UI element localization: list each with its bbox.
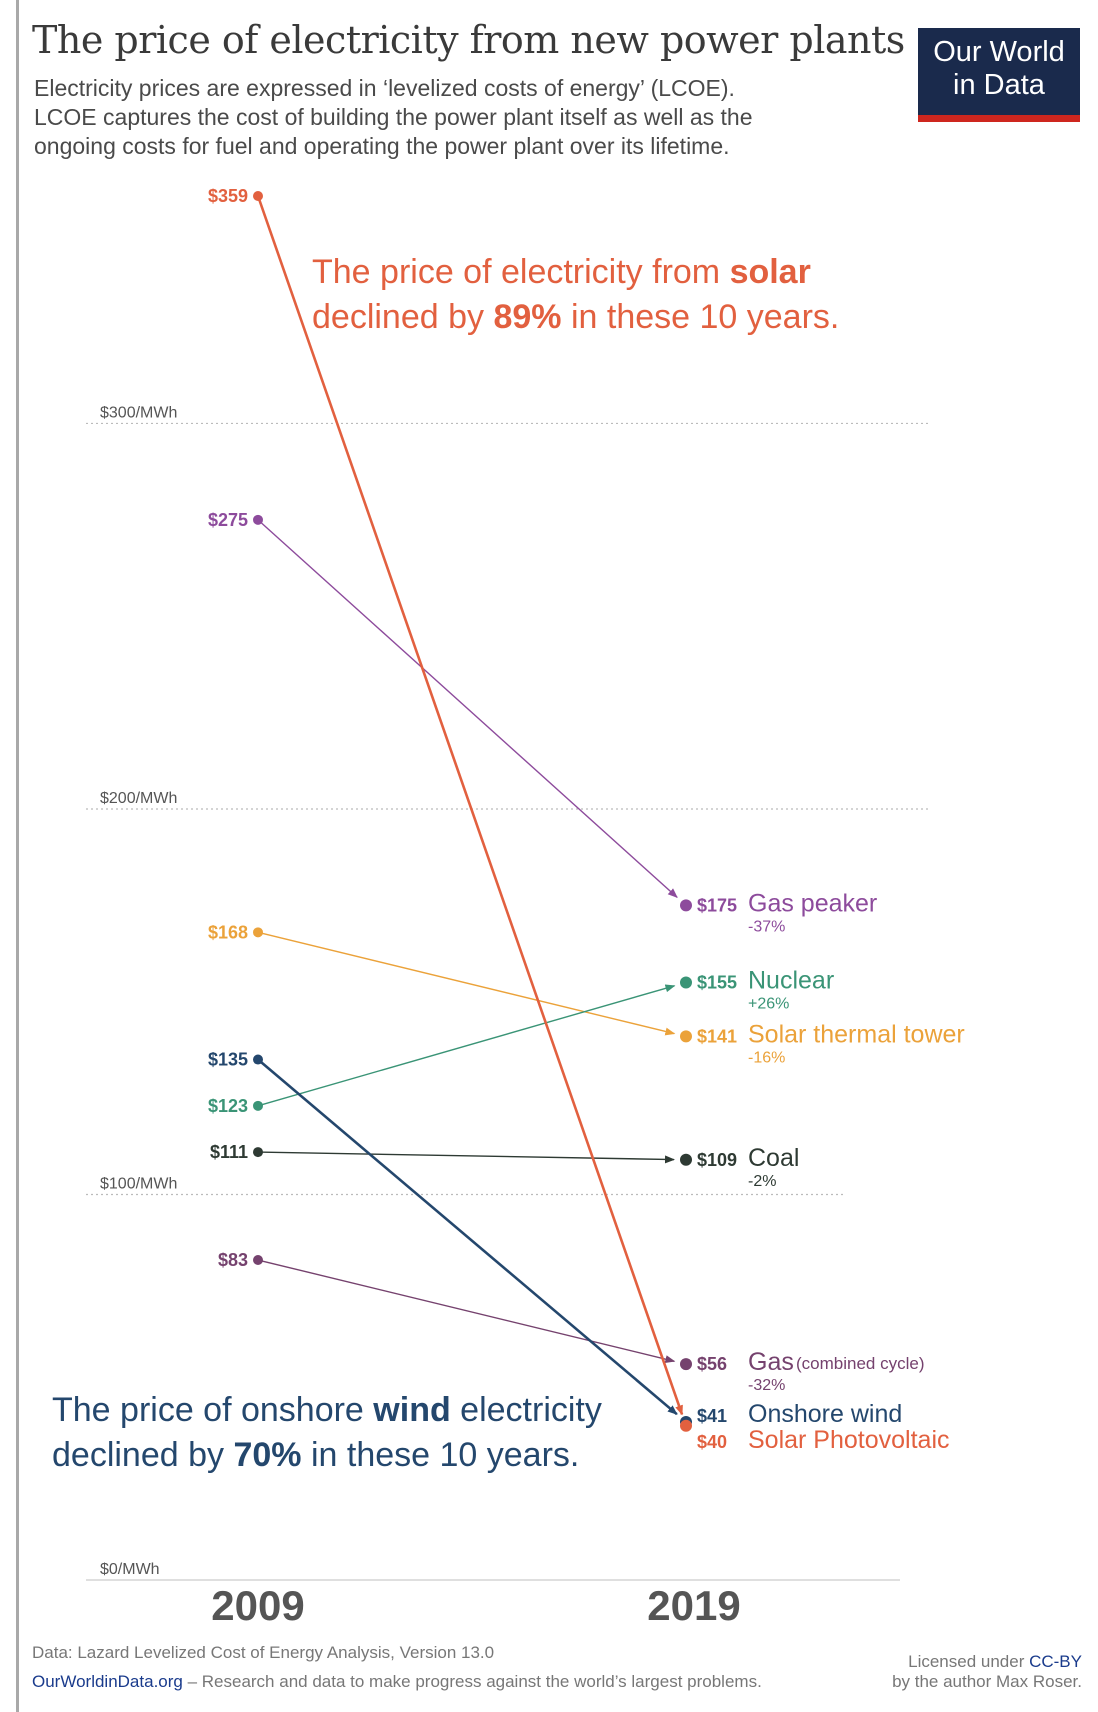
series-gas_cc: $83 $56 Gas (combined cycle) -32% xyxy=(218,1250,925,1394)
start-value-label-solar_pv: $359 xyxy=(208,186,248,206)
series-name-suffix-gas_cc: (combined cycle) xyxy=(796,1354,925,1373)
start-point-onshore_wind xyxy=(253,1054,263,1065)
start-value-label-onshore_wind: $135 xyxy=(208,1050,248,1070)
wind-annotation-line2: declined by 70% in these 10 years. xyxy=(52,1436,579,1474)
y-tick-label: $0/MWh xyxy=(100,1561,160,1578)
series-name-onshore_wind: Onshore wind xyxy=(748,1400,902,1428)
chart-title: The price of electricity from new power … xyxy=(32,18,905,62)
logo-line: in Data xyxy=(953,69,1045,101)
chart-subtitle: Electricity prices are expressed in ‘lev… xyxy=(34,74,894,161)
series-name-coal: Coal xyxy=(748,1144,799,1172)
series-line-solar_thermal xyxy=(257,931,676,1036)
end-value-label-gas_peaker: $175 xyxy=(697,895,737,915)
end-point-solar_thermal xyxy=(680,1030,692,1043)
series-onshore_wind: $135 $41 Onshore wind xyxy=(208,1050,902,1428)
wind-annotation-line1: The price of onshore wind electricity xyxy=(52,1391,602,1429)
series-coal: $111 $109 Coal-2% xyxy=(210,1142,799,1190)
end-value-label-gas_cc: $56 xyxy=(697,1354,727,1374)
owid-logo[interactable]: Our World in Data xyxy=(918,28,1080,122)
solar-annotation-line2: declined by 89% in these 10 years. xyxy=(312,298,839,336)
start-point-gas_cc xyxy=(253,1255,263,1266)
change-label-gas_peaker: -37% xyxy=(748,918,785,935)
series-gas_peaker: $275 $175 Gas peaker-37% xyxy=(208,510,877,936)
series-name-solar_thermal: Solar thermal tower xyxy=(748,1020,965,1048)
end-point-gas_peaker xyxy=(680,899,692,912)
x-tick-label-2009: 2009 xyxy=(211,1582,304,1629)
series-name-solar_pv: Solar Photovoltaic xyxy=(748,1426,950,1454)
series-line-gas_peaker xyxy=(257,519,678,898)
y-tick-label: $100/MWh xyxy=(100,1175,177,1192)
y-tick-label: $200/MWh xyxy=(100,790,177,807)
end-value-label-solar_thermal: $141 xyxy=(697,1026,737,1046)
start-point-gas_peaker xyxy=(253,514,263,525)
start-point-coal xyxy=(253,1147,263,1158)
change-label-solar_thermal: -16% xyxy=(748,1049,785,1066)
change-label-coal: -2% xyxy=(748,1173,776,1190)
start-point-solar_pv xyxy=(253,191,263,201)
license-note: Licensed under CC-BY by the author Max R… xyxy=(892,1652,1082,1692)
start-value-label-gas_cc: $83 xyxy=(218,1250,248,1270)
subtitle-line: ongoing costs for fuel and operating the… xyxy=(34,133,730,159)
end-value-label-nuclear: $155 xyxy=(697,972,737,992)
series-line-nuclear xyxy=(257,984,676,1107)
start-point-nuclear xyxy=(253,1100,263,1111)
y-tick-label: $300/MWh xyxy=(100,404,177,421)
change-label-nuclear: +26% xyxy=(748,995,789,1012)
license-text: Licensed under xyxy=(908,1652,1030,1671)
end-point-solar_pv xyxy=(680,1419,692,1432)
series-solar_pv: $359 $40 Solar Photovoltaic xyxy=(208,186,950,1454)
start-point-solar_thermal xyxy=(253,927,263,938)
change-label-gas_cc: -32% xyxy=(748,1377,785,1394)
left-border xyxy=(16,0,19,1712)
tagline-text: – Research and data to make progress aga… xyxy=(182,1672,762,1691)
end-point-coal xyxy=(680,1153,692,1166)
series-line-gas_cc xyxy=(257,1259,676,1364)
subtitle-line: Electricity prices are expressed in ‘lev… xyxy=(34,75,735,101)
start-value-label-gas_peaker: $275 xyxy=(208,510,248,530)
end-value-label-onshore_wind: $41 xyxy=(697,1406,727,1426)
series-line-coal xyxy=(257,1151,676,1164)
series-line-onshore_wind xyxy=(257,1058,678,1416)
series-name-gas_peaker: Gas peaker xyxy=(748,889,877,917)
source-note: Data: Lazard Levelized Cost of Energy An… xyxy=(32,1643,495,1662)
series-solar_thermal: $168 $141 Solar thermal tower-16% xyxy=(208,922,965,1066)
series-name-nuclear: Nuclear xyxy=(748,966,834,994)
solar-annotation-line1: The price of electricity from solar xyxy=(312,253,811,291)
subtitle-line: LCOE captures the cost of building the p… xyxy=(34,104,753,130)
start-value-label-coal: $111 xyxy=(210,1142,248,1162)
series-nuclear: $123 $155 Nuclear+26% xyxy=(208,966,834,1115)
end-value-label-coal: $109 xyxy=(697,1150,737,1170)
x-tick-label-2019: 2019 xyxy=(647,1582,740,1629)
end-point-nuclear xyxy=(680,976,692,989)
owid-site-link[interactable]: OurWorldinData.org xyxy=(32,1672,183,1691)
start-value-label-solar_thermal: $168 xyxy=(208,922,248,942)
end-value-label-solar_pv: $40 xyxy=(697,1432,727,1452)
footer-tagline: OurWorldinData.org – Research and data t… xyxy=(32,1672,762,1692)
author-text: by the author Max Roser. xyxy=(892,1672,1082,1691)
series-lines: $275 $175 Gas peaker-37% $168 $141 Solar ther… xyxy=(208,186,965,1454)
end-point-gas_cc xyxy=(680,1358,692,1371)
series-name-gas_cc: Gas xyxy=(748,1348,794,1376)
cc-by-link[interactable]: CC-BY xyxy=(1029,1652,1082,1671)
series-line-solar_pv xyxy=(256,195,684,1416)
start-value-label-nuclear: $123 xyxy=(208,1096,248,1116)
gridlines: $0/MWh $100/MWh $200/MWh $300/MWh xyxy=(86,404,930,1581)
logo-line: Our World xyxy=(933,36,1065,68)
